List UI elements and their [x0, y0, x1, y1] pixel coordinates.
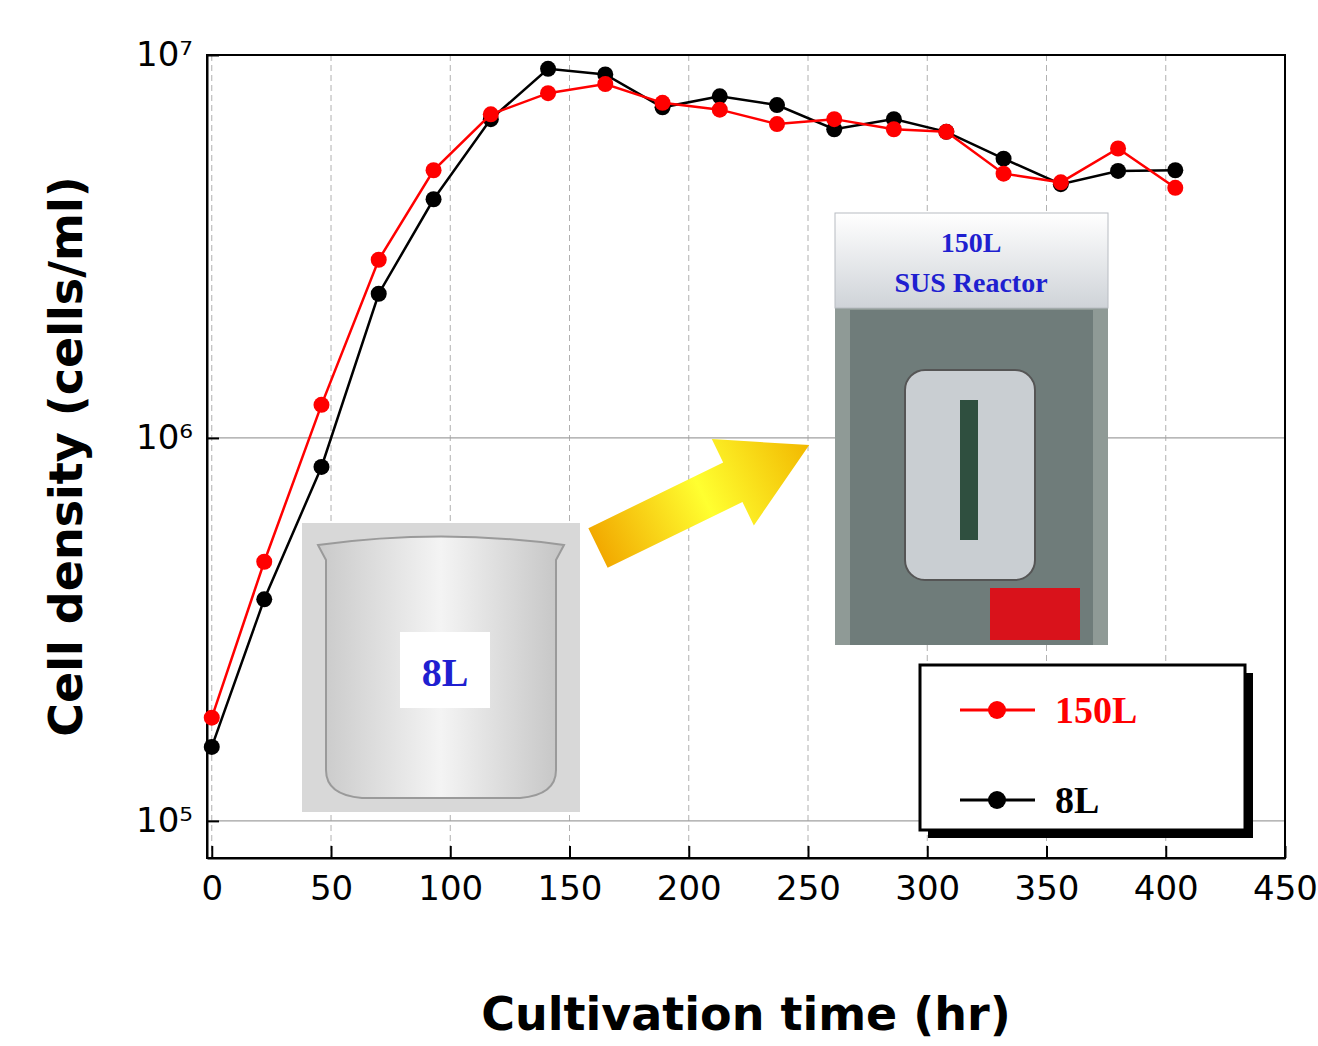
series-point — [1167, 162, 1183, 178]
grid-line-x — [211, 55, 212, 858]
series-point — [371, 286, 387, 302]
series-point — [256, 591, 272, 607]
y-axis-title: Cell density (cells/ml) — [39, 176, 93, 736]
x-tick: 150 — [538, 846, 603, 908]
series-point — [204, 710, 220, 726]
beaker-label: 8L — [422, 650, 469, 695]
x-axis-title: Cultivation time (hr) — [481, 987, 1011, 1041]
reactor-bg — [850, 310, 1093, 645]
plot-frame — [207, 55, 1285, 858]
chart: 0 50 100 150 200 250 300 350 400 450 10⁵ 10⁶ 10⁷ Cult… — [0, 0, 1318, 1046]
x-tick: 50 — [310, 846, 353, 908]
x-tick-label: 200 — [657, 868, 722, 908]
x-tick-mark — [1046, 846, 1048, 858]
series-point — [540, 61, 556, 77]
x-tick-mark — [927, 846, 929, 858]
reactor-header — [835, 213, 1108, 308]
x-tick: 350 — [1015, 846, 1080, 908]
series-point — [938, 124, 954, 140]
y-tick-label: 10⁶ — [136, 417, 193, 457]
x-tick: 200 — [657, 846, 722, 908]
series-point — [996, 166, 1012, 182]
series-point — [313, 459, 329, 475]
series-point — [597, 76, 613, 92]
x-tick: 100 — [418, 846, 483, 908]
x-tick: 250 — [776, 846, 841, 908]
data-area — [204, 61, 1184, 755]
x-tick-mark — [331, 846, 333, 858]
x-tick: 0 — [201, 846, 223, 908]
logo — [990, 588, 1080, 640]
series-point — [256, 554, 272, 570]
legend-label: 8L — [1055, 779, 1099, 821]
reactor-photo — [835, 213, 1108, 645]
beaker-photo — [302, 523, 580, 812]
x-tick-mark — [211, 846, 213, 858]
beaker-label-box — [400, 632, 490, 708]
x-tick-label: 250 — [776, 868, 841, 908]
series-line — [212, 84, 1176, 718]
x-tick-mark — [569, 846, 571, 858]
series-point — [204, 739, 220, 755]
legend-box — [920, 665, 1245, 830]
series-line — [212, 69, 1176, 747]
series-point — [826, 111, 842, 127]
series-point — [769, 97, 785, 113]
y-tick-mark — [207, 820, 219, 822]
legend-marker — [988, 791, 1006, 809]
legend-marker — [988, 701, 1006, 719]
x-tick-label: 100 — [418, 868, 483, 908]
series-point — [313, 397, 329, 413]
x-tick-label: 350 — [1015, 868, 1080, 908]
x-tick-label: 300 — [895, 868, 960, 908]
x-tick-mark — [1165, 846, 1167, 858]
grid-line-x — [808, 55, 809, 858]
x-axis: 0 50 100 150 200 250 300 350 400 450 — [201, 846, 1318, 908]
x-tick-label: 450 — [1253, 868, 1318, 908]
reactor-window — [960, 400, 978, 540]
x-tick-label: 400 — [1134, 868, 1199, 908]
x-tick-mark — [450, 846, 452, 858]
series-point — [1053, 174, 1069, 190]
series-point — [712, 102, 728, 118]
series-point — [655, 95, 671, 111]
grid-line-y — [207, 437, 1285, 438]
reactor-title: 150L — [941, 227, 1002, 258]
series-point — [540, 85, 556, 101]
reactor-vessel — [905, 370, 1035, 580]
x-tick-label: 0 — [201, 868, 223, 908]
legend: 150L 8L — [920, 665, 1253, 838]
series-point — [769, 116, 785, 132]
y-tick-label: 10⁵ — [136, 800, 193, 840]
arrow — [577, 402, 830, 591]
x-tick-mark — [688, 846, 690, 858]
x-tick: 400 — [1134, 846, 1199, 908]
series-point — [996, 151, 1012, 167]
series-point — [1110, 163, 1126, 179]
reactor-subtitle: SUS Reactor — [894, 267, 1047, 298]
x-tick: 300 — [895, 846, 960, 908]
series-point — [426, 162, 442, 178]
series-point — [886, 121, 902, 137]
legend-label: 150L — [1055, 689, 1137, 731]
grid-line-x — [688, 55, 689, 858]
series-point — [371, 252, 387, 268]
x-tick-mark — [808, 846, 810, 858]
series-point — [938, 124, 954, 140]
x-tick-label: 150 — [538, 868, 603, 908]
beaker — [318, 537, 564, 799]
series-point — [483, 106, 499, 122]
series-point — [426, 191, 442, 207]
series-point — [1167, 180, 1183, 196]
x-tick-label: 50 — [310, 868, 353, 908]
grid — [207, 55, 1285, 858]
y-tick-mark — [207, 437, 219, 439]
y-tick-label: 10⁷ — [136, 34, 193, 74]
series-point — [1110, 140, 1126, 156]
